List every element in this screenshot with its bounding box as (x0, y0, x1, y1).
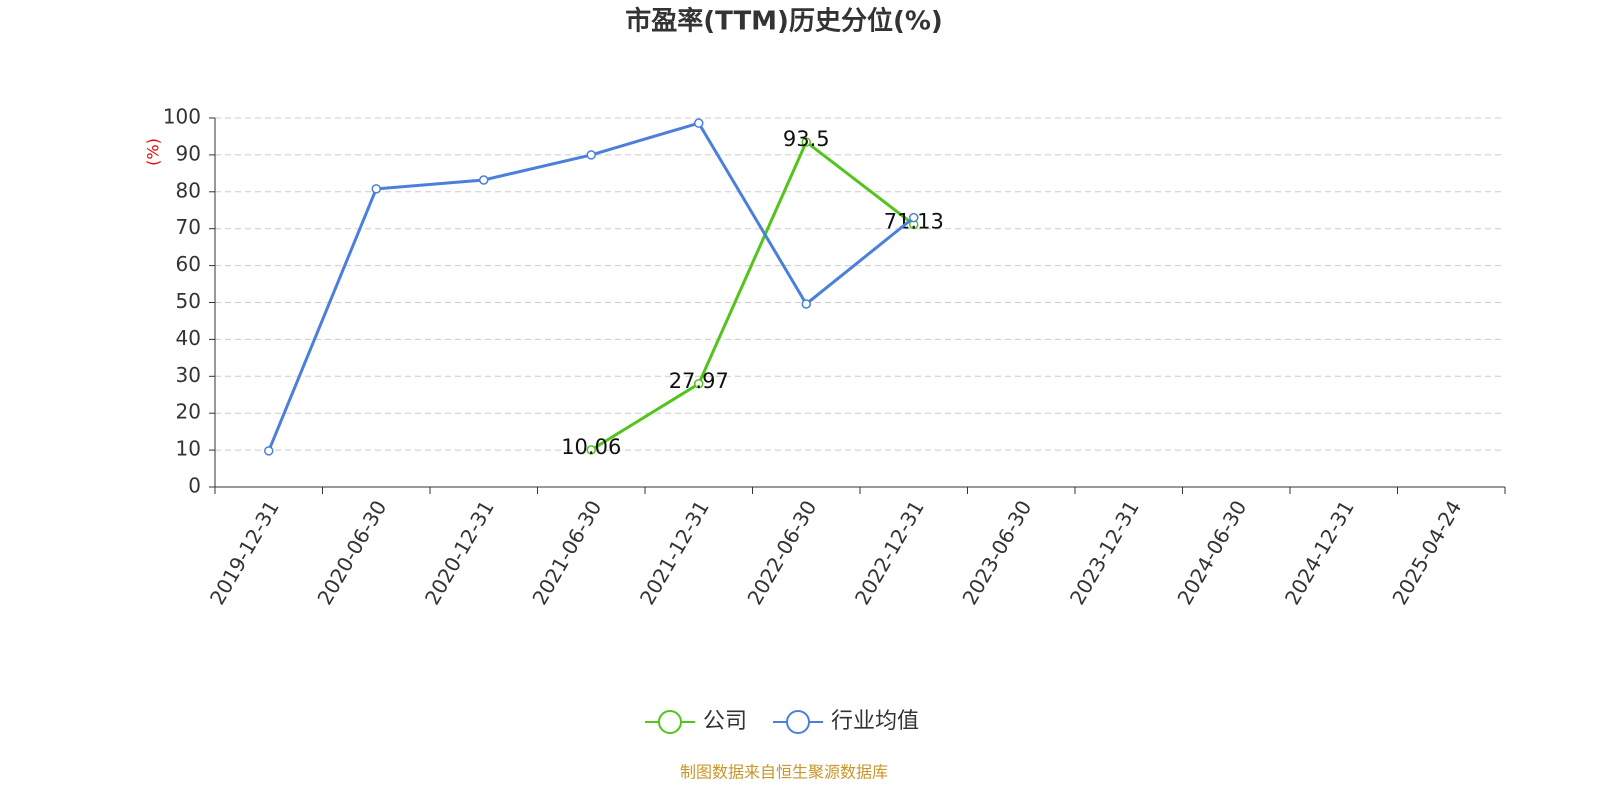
y-tick-label: 90 (176, 141, 201, 165)
y-tick-label: 40 (176, 326, 201, 350)
y-tick-label: 100 (163, 105, 201, 129)
x-tick-label: 2025-04-24 (1387, 496, 1466, 609)
x-tick-label: 2023-06-30 (957, 496, 1036, 609)
legend-label: 公司 (703, 709, 747, 734)
data-point (264, 446, 274, 456)
y-tick-label: 20 (176, 400, 201, 424)
legend-label: 行业均值 (831, 709, 919, 734)
data-point (694, 379, 704, 389)
series-line (590, 139, 915, 452)
y-tick-label: 0 (188, 474, 201, 498)
data-label: 27.97 (669, 369, 729, 393)
y-tick-label: 30 (176, 363, 201, 387)
y-tick-label: 50 (176, 289, 201, 313)
y-tick-label: 60 (176, 252, 201, 276)
x-tick-label: 2021-06-30 (527, 496, 606, 609)
x-tick-label: 2023-12-31 (1065, 496, 1144, 609)
x-tick-label: 2020-12-31 (420, 496, 499, 609)
data-point (801, 299, 811, 309)
x-tick-label: 2024-06-30 (1172, 496, 1251, 609)
x-tick-label: 2019-12-31 (205, 496, 284, 609)
x-tick-label: 2022-06-30 (742, 496, 821, 609)
x-tick-label: 2020-06-30 (312, 496, 391, 609)
data-label: 93.5 (783, 127, 830, 151)
source-note: 制图数据来自恒生聚源数据库 (680, 763, 888, 782)
data-label: 10.06 (561, 435, 621, 459)
series-line (267, 121, 915, 452)
data-point (694, 118, 704, 128)
y-axis-label: (%) (144, 138, 163, 166)
x-tick-label: 2021-12-31 (635, 496, 714, 609)
chart-title: 市盈率(TTM)历史分位(%) (625, 6, 943, 37)
data-point (801, 137, 811, 147)
data-point (371, 184, 381, 194)
x-tick-label: 2024-12-31 (1280, 496, 1359, 609)
data-point (586, 150, 596, 160)
legend-marker (658, 710, 682, 734)
y-tick-label: 80 (176, 178, 201, 202)
data-point (586, 445, 596, 455)
x-tick-label: 2022-12-31 (850, 496, 929, 609)
y-tick-label: 70 (176, 215, 201, 239)
legend-marker (786, 710, 811, 734)
y-tick-label: 10 (176, 437, 201, 461)
data-point (909, 212, 919, 223)
data-point (479, 175, 489, 185)
